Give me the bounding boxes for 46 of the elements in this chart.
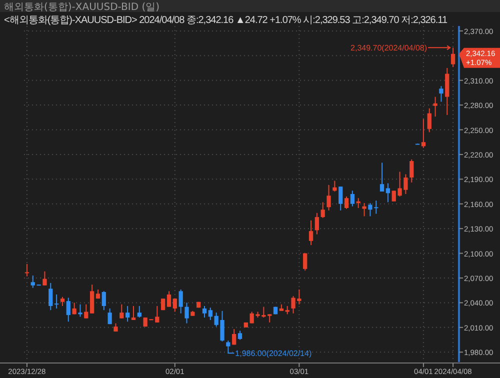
annotation: 2,349.70(2024/04/08)	[350, 44, 428, 53]
annotation: 1,986.00(2024/02/14)	[235, 349, 312, 358]
candlestick	[338, 186, 343, 211]
candlestick	[238, 330, 242, 340]
candlestick	[24, 264, 30, 277]
candlestick	[137, 306, 142, 318]
candlestick	[54, 294, 59, 309]
candlestick	[386, 182, 390, 203]
candlestick	[102, 290, 106, 311]
candlestick	[332, 180, 337, 192]
candlestick	[362, 202, 366, 217]
candlestick	[427, 108, 432, 133]
candlestick	[125, 306, 130, 322]
candlestick	[308, 220, 314, 246]
candlestick	[42, 270, 47, 286]
candlestick	[184, 302, 189, 324]
candlestick	[450, 47, 456, 68]
candlestick	[433, 96, 438, 118]
candlestick	[314, 212, 319, 235]
candlestick	[108, 308, 112, 325]
candlestick	[303, 252, 308, 272]
candlestick	[421, 118, 426, 148]
candlestick	[78, 304, 82, 318]
candlestick	[202, 306, 207, 318]
candlestick	[380, 162, 384, 192]
candlestick	[208, 307, 212, 320]
candlestick	[410, 158, 414, 183]
candlestick	[178, 289, 183, 314]
candlestick	[172, 298, 177, 312]
candlestick	[60, 296, 65, 306]
candlestick	[326, 184, 331, 211]
candlestick	[439, 86, 444, 102]
candlestick	[350, 190, 355, 207]
candlestick	[131, 306, 136, 320]
candlestick	[66, 297, 70, 322]
candlestick	[320, 202, 325, 218]
candlestick	[48, 282, 53, 311]
candlestick	[344, 196, 349, 210]
candlestick	[90, 284, 94, 314]
candlestick	[84, 304, 88, 319]
chart-title: 해외통화(통합)-XAUUSD-BID (일)	[4, 2, 160, 13]
chart-subtitle: <해외통화(통합)-XAUUSD-BID> 2024/04/08 종:2,342.16 ▲24.72 +1.07% 시:2,329.53 고:2,349.70 저:2,326.11	[4, 15, 448, 26]
candlestick	[120, 304, 124, 319]
candlestick	[445, 68, 450, 116]
candlestick	[232, 328, 236, 346]
candlestick	[166, 290, 172, 308]
